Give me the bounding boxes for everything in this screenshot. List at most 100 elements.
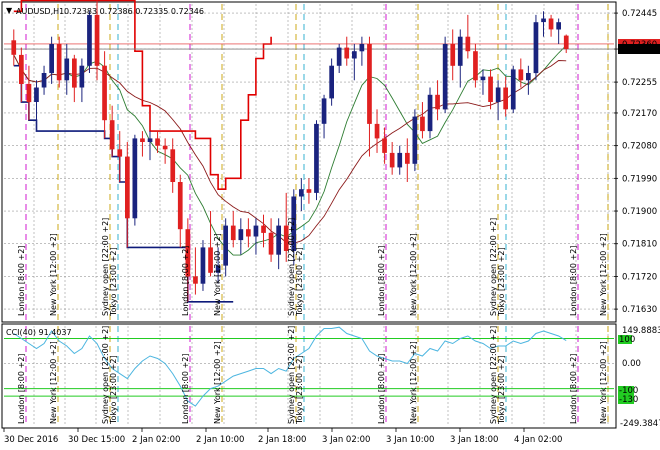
cci-axis-bottom: -249.3847: [620, 419, 660, 429]
candle-body: [208, 247, 213, 273]
candle: [79, 58, 85, 103]
candle-body: [473, 51, 478, 81]
candle: [488, 69, 493, 110]
candle: [276, 218, 281, 270]
candle-body: [147, 138, 153, 142]
session-labels: London [8:00 +2] London [8:00 +2] New York…: [17, 218, 608, 425]
time-axis[interactable]: 30 Dec 2016 30 Dec 15:00 2 Jan 02:00 2 Jan …: [3, 428, 562, 445]
session-label: New York [12:00 +2]: [599, 233, 608, 316]
cci-level-lines: [4, 337, 614, 397]
candle: [389, 142, 395, 175]
candle-body: [405, 152, 410, 164]
session-label: London [8:00 +2]: [17, 354, 26, 424]
candle-body: [503, 87, 508, 110]
price-axis-label: 0.71810: [622, 240, 657, 250]
cci-m100-tag: [618, 386, 634, 395]
candle: [49, 36, 54, 84]
candle: [200, 240, 206, 291]
candle-body: [420, 116, 425, 132]
session-label: London [8:00 +2]: [377, 354, 386, 424]
candle-body: [132, 138, 138, 219]
candle: [268, 218, 274, 262]
candle-body: [412, 116, 418, 164]
candle: [533, 14, 539, 81]
candle-body: [49, 44, 54, 74]
candle: [556, 18, 561, 44]
candle: [450, 29, 456, 81]
candle: [64, 43, 70, 95]
candle-body: [170, 149, 176, 182]
candle-body: [283, 225, 289, 251]
candle: [223, 218, 228, 277]
candle: [541, 11, 546, 37]
price-axis[interactable]: 0.72445 0.72346 0.72255 0.72170 0.72080 0.719…: [614, 9, 660, 315]
candle: [208, 211, 213, 277]
candle: [238, 218, 244, 255]
candle: [155, 131, 160, 153]
cci-axis-100: 100: [619, 335, 635, 345]
price-axis-label: 0.71990: [622, 174, 657, 184]
candle-body: [321, 98, 327, 124]
time-axis-label: 2 Jan 18:00: [258, 435, 306, 445]
candle-body: [465, 36, 471, 52]
session-label: New York [12:00 +2]: [599, 341, 608, 424]
candle-body: [253, 225, 259, 237]
candle: [344, 36, 350, 66]
candle: [41, 65, 47, 95]
candle-body: [450, 44, 456, 66]
session-label: Sydney open [22:00 +2]: [101, 218, 110, 316]
session-label: Tokyo [23:00 +2]: [109, 247, 118, 317]
candle-body: [72, 58, 77, 88]
candle-body: [223, 225, 228, 266]
cci-axis-m130: -130: [619, 395, 638, 405]
candle-body: [382, 138, 387, 153]
candle-body: [526, 73, 531, 81]
candle: [246, 218, 251, 248]
candle: [412, 109, 418, 172]
candle: [518, 58, 524, 88]
candle: [314, 120, 319, 201]
candle: [34, 80, 39, 132]
candle-body: [299, 189, 304, 197]
candle: [94, 0, 100, 81]
candle-body: [200, 247, 206, 284]
price-axis-label: 0.71720: [622, 272, 657, 282]
cci-axis[interactable]: 149.8883 100 0.00 -100 -130 -249.3847: [618, 324, 660, 429]
candle: [283, 192, 289, 262]
candle: [427, 87, 433, 139]
candle-body: [510, 69, 516, 110]
collapse-arrow-icon[interactable]: ▼: [6, 6, 13, 15]
candle: [321, 94, 327, 139]
candle-body: [556, 22, 561, 30]
session-label: Sydney open [22:00 +2]: [489, 326, 498, 424]
candle-body: [11, 40, 17, 55]
session-label: Tokyo [23:00 +2]: [497, 247, 506, 317]
candle-body: [352, 51, 357, 59]
candle: [465, 14, 471, 59]
candle: [442, 36, 448, 113]
candle: [19, 47, 24, 103]
session-label: New York [12:00 +2]: [213, 233, 222, 316]
session-label: Sydney open [22:00 +2]: [101, 326, 110, 424]
candle: [359, 36, 365, 66]
candle: [336, 43, 342, 74]
session-label: Sydney open [22:00 +2]: [489, 218, 498, 316]
candlesticks: [11, 0, 569, 302]
cci-panel-frame: [1, 323, 617, 429]
candle-body: [306, 189, 312, 193]
candle-body: [427, 94, 433, 132]
candle: [563, 34, 569, 54]
session-label: London [8:00 +2]: [377, 246, 386, 316]
candle-body: [193, 276, 198, 284]
candle: [329, 58, 334, 106]
candle-body: [563, 35, 569, 49]
candle: [193, 247, 198, 295]
cci-line: [13, 326, 567, 407]
candle: [382, 127, 387, 164]
candle: [109, 105, 115, 157]
price-axis-label: 0.72255: [622, 78, 657, 88]
candle-body: [102, 65, 107, 121]
cci-series: [13, 326, 567, 407]
